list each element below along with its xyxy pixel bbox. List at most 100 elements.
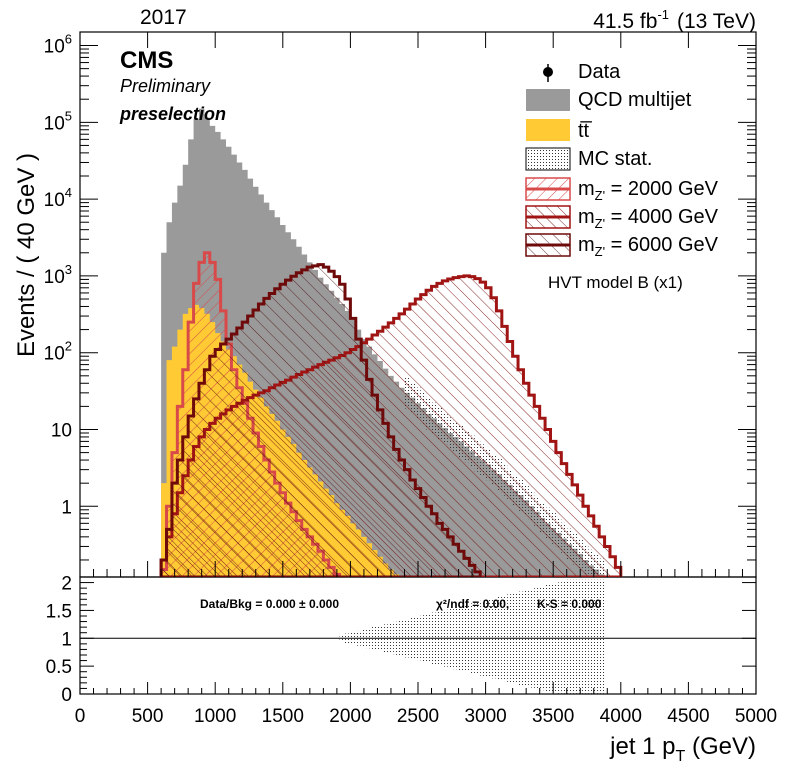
x-tick-label: 1500 [262, 706, 304, 727]
ratio-mcstat-bin [577, 579, 583, 694]
sig6000-prefix: m [578, 234, 595, 256]
ratio-y-tick-label: 0 [61, 685, 72, 706]
ratio-mcstat-bin [593, 579, 600, 694]
ratio-mcstat-bin [463, 604, 470, 672]
ttbar-swatch [526, 119, 570, 141]
ratio-mcstat-bin [404, 619, 410, 658]
ratio-mcstat-bin [588, 579, 594, 694]
ratio-mcstat-bin [507, 594, 513, 683]
ratio-mcstat-bin [599, 579, 605, 694]
ratio-mcstat-bin [431, 612, 437, 665]
ratio-mcstat-bin [528, 588, 535, 688]
ratio-mcstat-bin [436, 611, 443, 666]
legend-mcstat-label: MC stat. [578, 148, 652, 170]
y-tick-label: 106 [44, 32, 72, 58]
y-tick-label: 105 [44, 108, 72, 134]
ratio-mcstat-bin [534, 587, 540, 689]
x-tick-label: 5000 [735, 706, 777, 727]
ratio-mcstat-bin [545, 585, 551, 692]
selection-label: preselection [119, 104, 226, 124]
preliminary-label: Preliminary [120, 76, 211, 96]
x-tick-label: 3000 [464, 706, 506, 727]
ratio-mcstat-bin [566, 579, 573, 694]
ratio-mcstat-bin [480, 600, 486, 676]
ratio-mcstat-bin [485, 599, 492, 678]
ratio-mcstat-bin [539, 586, 546, 691]
ratio-y-tick-label: 1.5 [46, 601, 72, 622]
ratio-ks-text: K-S = 0.000 [537, 597, 602, 611]
legend-sig6000-entry: mZ' = 6000 GeV [525, 233, 719, 259]
ratio-mcstat-bin [518, 591, 524, 685]
x-tick-label: 2500 [397, 706, 439, 727]
main-plot-area [159, 108, 623, 577]
y-axis-title: Events / ( 40 GeV ) [13, 153, 40, 357]
ratio-mcstat-bin [512, 592, 519, 684]
x-tick-label: 4500 [667, 706, 709, 727]
year-label: 2017 [140, 6, 187, 29]
ratio-mcstat-bin [377, 625, 383, 651]
x-tick-label: 3500 [532, 706, 574, 727]
ratio-mcstat-bin [442, 609, 448, 667]
sig4000-prefix: m [578, 206, 595, 228]
legend-sig4000-label: mZ' = 4000 GeV [578, 206, 719, 231]
y-tick-label: 102 [44, 339, 72, 365]
axes-group: 0 500 1000 1500 2000 2500 3000 3500 4000 4500 5000… [44, 32, 778, 727]
ratio-mcstat-bin [523, 590, 529, 687]
ratio-databkg-text: Data/Bkg = 0.000 ± 0.000 [200, 597, 339, 611]
x-tick-label: 1000 [194, 706, 236, 727]
x-tick-label: 500 [132, 706, 164, 727]
lumi-exponent: -1 [657, 7, 669, 22]
x-axis-title: jet 1 pT (GeV) [609, 733, 756, 765]
ratio-mcstat-bin [361, 629, 367, 647]
legend-sig2000-label: mZ' = 2000 GeV [578, 178, 719, 203]
ratio-mcstat-bin [555, 582, 562, 694]
x-tick-label: 2000 [329, 706, 371, 727]
sig6000-value: = 6000 GeV [605, 234, 719, 256]
sig6000-outline [159, 263, 482, 577]
ratio-chi2-text: χ²/ndf = 0.00, [436, 597, 509, 611]
legend-data-label: Data [578, 61, 621, 83]
ratio-mcstat-bin [550, 583, 556, 693]
ratio-mcstat-bin [458, 606, 464, 671]
ratio-mcstat-bin [415, 616, 421, 661]
legend-qcd-label: QCD multijet [578, 89, 692, 111]
legend-mcstat-entry: MC stat. [525, 147, 652, 171]
qcd-swatch [526, 89, 570, 111]
ratio-mcstat-bin [447, 608, 454, 668]
model-label: HVT model B (x1) [548, 273, 683, 292]
sig2000-value: = 2000 GeV [605, 178, 719, 200]
legend-data-entry: Data [543, 61, 621, 83]
cms-label: CMS [120, 47, 173, 74]
ratio-mcstat-bin [474, 602, 481, 675]
ratio-mcstat-bin [409, 617, 416, 659]
x-tick-label: 4000 [600, 706, 642, 727]
ratio-mcstat-bin [350, 632, 356, 645]
ratio-mcstat-bin [426, 613, 432, 663]
data-marker-icon [543, 67, 553, 77]
ratio-mcstat-bin [388, 623, 394, 654]
ratio-y-tick-label: 1 [61, 629, 72, 650]
sig4000-sub: Z' [595, 216, 605, 231]
legend-sig6000-label: mZ' = 6000 GeV [578, 234, 719, 259]
sig2000-sub: Z' [595, 188, 605, 203]
legend-sig4000-entry: mZ' = 4000 GeV [525, 205, 719, 231]
sig4000-value: = 4000 GeV [605, 206, 719, 228]
legend-qcd-entry: QCD multijet [526, 89, 692, 111]
y-tick-label: 103 [44, 262, 72, 288]
luminosity-label: 41.5 fb-1 (13 TeV) [593, 7, 756, 33]
ratio-mcstat-bin [382, 624, 389, 653]
ratio-mcstat-bin [355, 630, 362, 646]
ratio-mcstat-bin [366, 628, 373, 649]
sig2000-prefix: m [578, 178, 595, 200]
ratio-y-tick-label: 0.5 [46, 657, 72, 678]
ratio-mcstat-bin [339, 634, 345, 642]
y-tick-label: 10 [51, 420, 72, 441]
ratio-mcstat-bin [393, 621, 400, 655]
sig6000-sub: Z' [595, 244, 605, 259]
ratio-mcstat-bin [491, 598, 497, 679]
ratio-mcstat-bin [469, 603, 475, 674]
legend-sig2000-entry: mZ' = 2000 GeV [525, 177, 719, 203]
ratio-mcstat-bin [496, 596, 502, 680]
